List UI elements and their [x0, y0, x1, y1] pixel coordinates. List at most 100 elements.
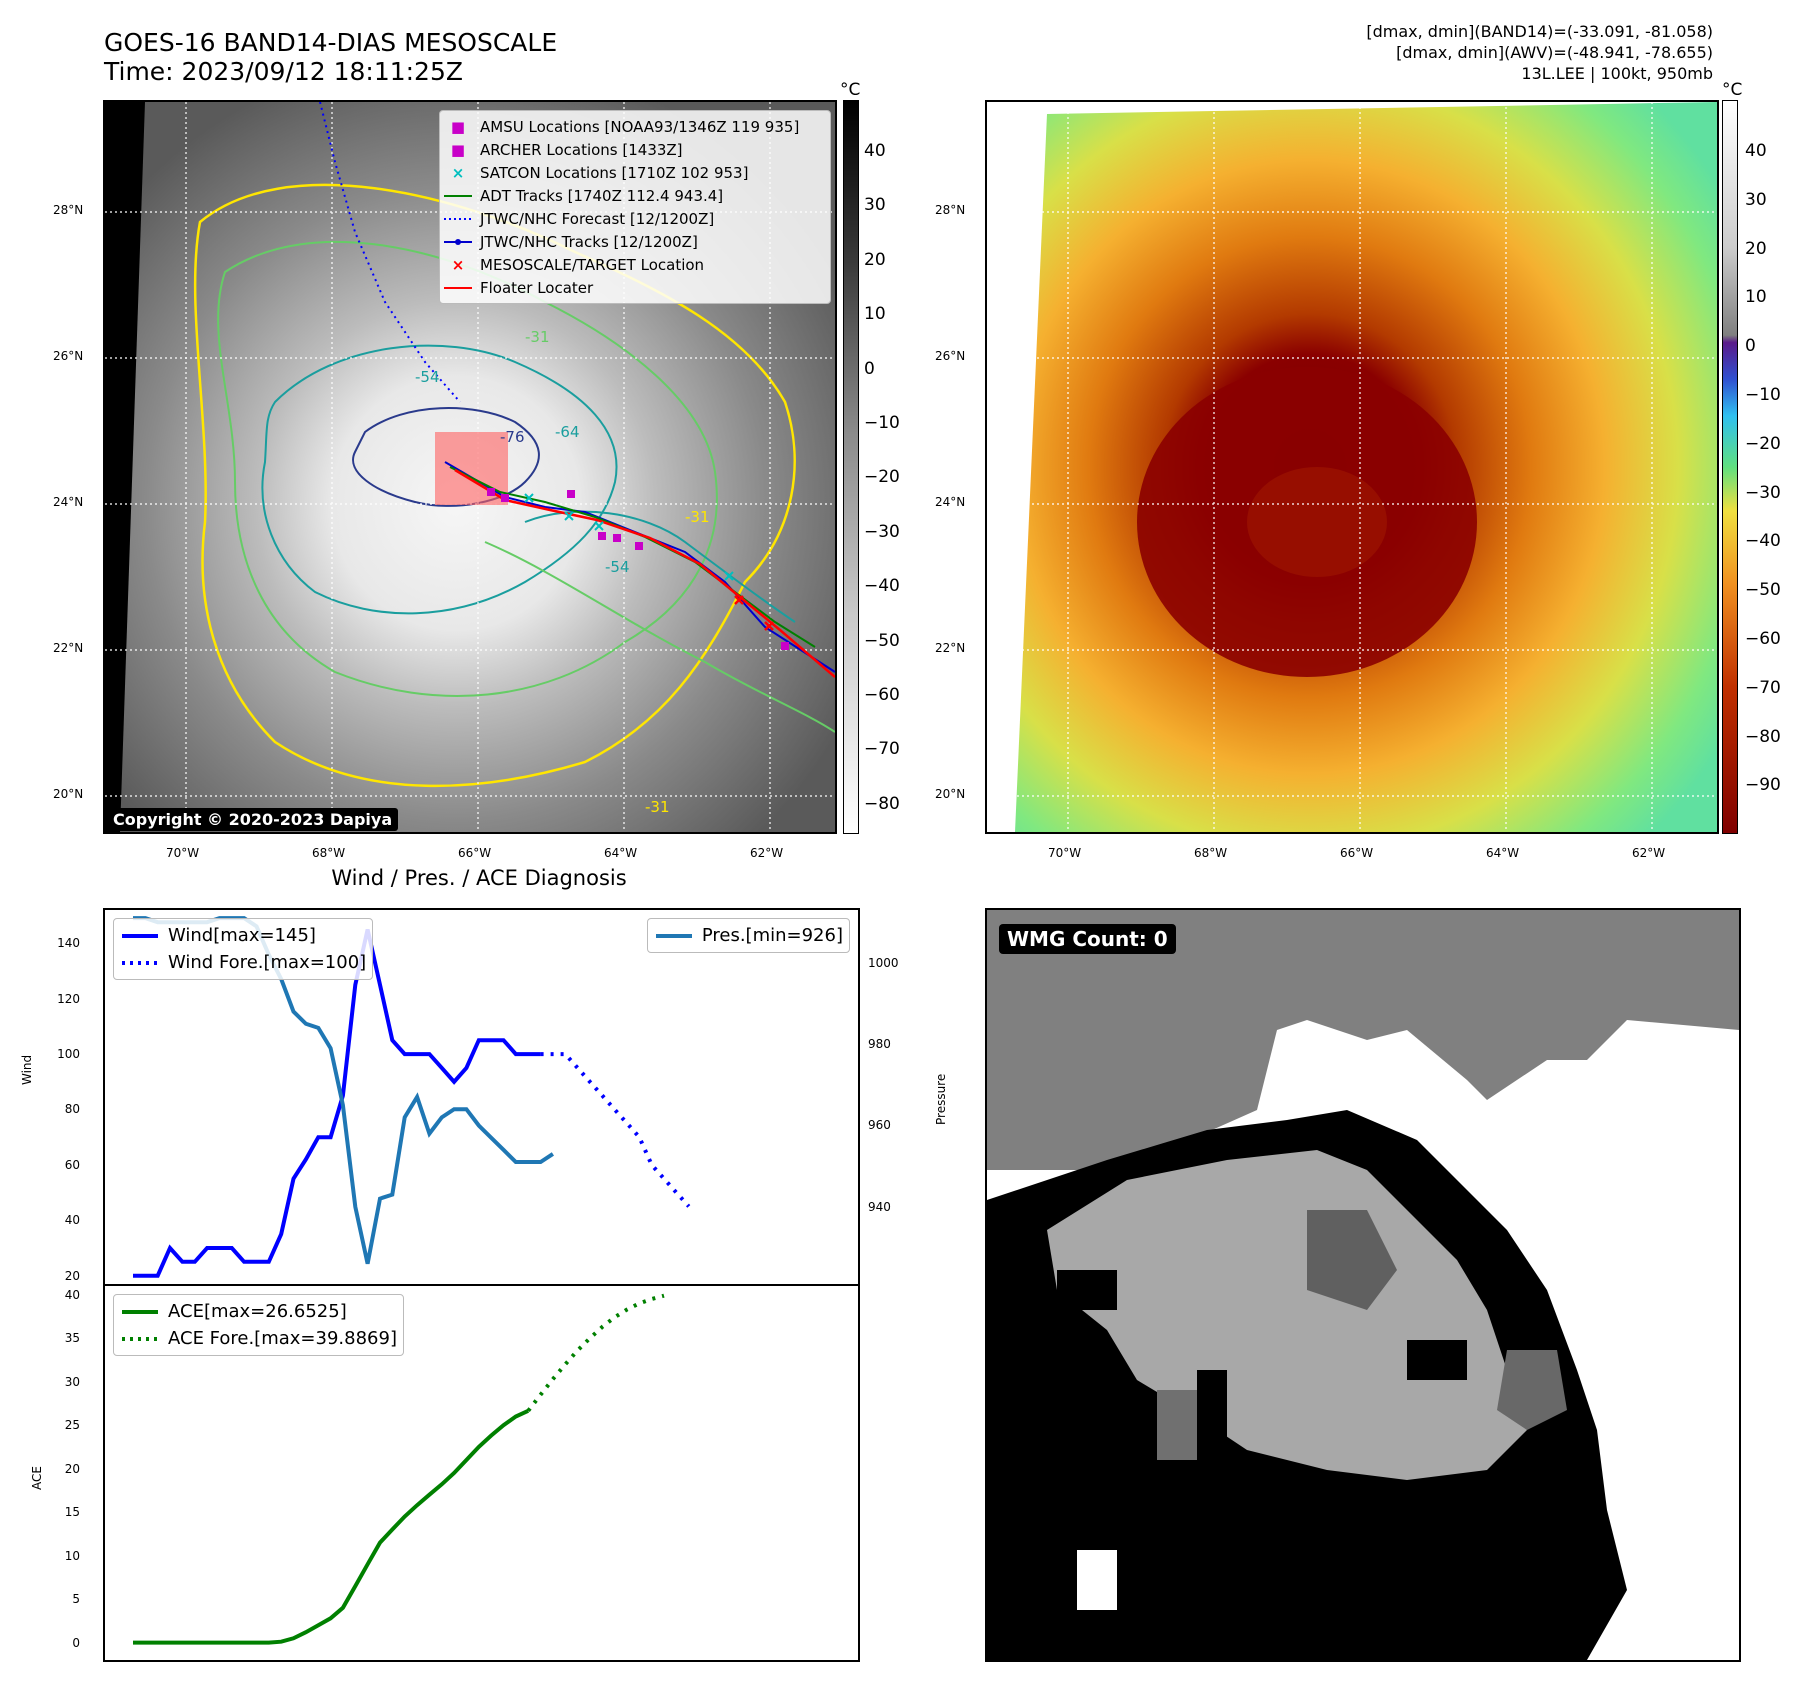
stats-band14: [dmax, dmin](BAND14)=(-33.091, -81.058)	[1366, 22, 1713, 41]
y-tick-label: 15	[64, 1505, 80, 1520]
series-line-0	[133, 928, 541, 1278]
lon-tick-label: 70°W	[1048, 846, 1082, 860]
map-legend-label: MESOSCALE/TARGET Location	[480, 255, 705, 274]
colorbar-tick-label: −50	[1745, 580, 1781, 601]
map-legend-label: ARCHER Locations [1433Z]	[480, 140, 683, 159]
lat-tick-label: 20°N	[53, 787, 84, 801]
map-legend-label: SATCON Locations [1710Z 102 953]	[480, 163, 749, 182]
map-legend-symbol	[440, 210, 476, 228]
colorbar-tick-label: −10	[1745, 385, 1781, 405]
copyright-badge: Copyright © 2020-2023 Dapiya	[107, 808, 399, 831]
map-legend-item: Floater Locater	[440, 276, 830, 299]
wind-legend-swatch	[122, 933, 158, 938]
lon-tick-label: 66°W	[1340, 846, 1374, 860]
lat-tick-label: 22°N	[53, 641, 84, 655]
colorbar-right	[1722, 100, 1738, 834]
series-line-0	[133, 1408, 530, 1645]
colorbar-tick-label: −10	[864, 413, 900, 433]
pressure-legend-label: Pres.[min=926]	[701, 925, 843, 946]
product-title: GOES-16 BAND14-DIAS MESOSCALE	[104, 28, 558, 57]
wind-fore-legend-swatch	[122, 960, 158, 965]
ace-axis-label: ACE	[30, 1466, 44, 1490]
ace-fore-legend-label: ACE Fore.[max=39.8869]	[168, 1328, 397, 1349]
lon-tick-label: 70°W	[166, 846, 200, 860]
y-tick-label: 20	[64, 1268, 80, 1283]
y-tick-label: 120	[57, 991, 80, 1006]
ir-map-panel: -31 -54 -64 -76 -54 -31 -31 ■ AMSU Locati…	[103, 100, 837, 834]
map-legend-label: JTWC/NHC Forecast [12/1200Z]	[480, 209, 715, 228]
colorbar-tick-label: −80	[864, 793, 900, 814]
mesoscale-target-box	[435, 432, 508, 505]
colorbar-tick-label: −30	[864, 521, 900, 542]
awv-map-image	[987, 102, 1717, 832]
ace-fore-legend-swatch	[122, 1336, 158, 1341]
pressure-axis-label: Pressure	[934, 1073, 948, 1125]
colorbar-tick-label: −70	[1745, 677, 1781, 698]
y-tick-label: 25	[64, 1418, 80, 1433]
map-legend-label: JTWC/NHC Tracks [12/1200Z]	[480, 232, 698, 251]
map-legend-label: AMSU Locations [NOAA93/1346Z 119 935]	[480, 117, 800, 136]
colorbar-tick-label: −40	[864, 576, 900, 597]
contour-label: -54	[415, 368, 440, 386]
contour-label: -31	[645, 798, 670, 816]
contour-label: -31	[685, 508, 710, 526]
colorbar-tick-label: 10	[1745, 287, 1767, 308]
map-legend-symbol	[440, 233, 476, 251]
awv-gridlines	[987, 102, 1717, 832]
lon-tick-label: 62°W	[750, 846, 784, 860]
colorbar-tick-label: 0	[864, 358, 875, 379]
lat-tick-label: 28°N	[53, 203, 84, 217]
wmg-count-badge: WMG Count: 0	[999, 924, 1176, 954]
map-legend-item: ■ AMSU Locations [NOAA93/1346Z 119 935]	[440, 115, 830, 138]
wind-fore-legend-label: Wind Fore.[max=100]	[168, 952, 367, 973]
colorbar-tick-label: −80	[1745, 726, 1781, 747]
archer-markers	[487, 488, 789, 650]
colorbar-tick-label: −90	[1745, 775, 1781, 796]
lon-tick-label: 62°W	[1632, 846, 1666, 860]
series-line-1	[540, 1052, 691, 1208]
ace-legend-label: ACE[max=26.6525]	[168, 1301, 347, 1322]
contour-teal	[261, 344, 618, 615]
lon-tick-label: 64°W	[604, 846, 638, 860]
y-tick-label: 30	[64, 1374, 80, 1389]
y-tick-label: 140	[57, 936, 80, 951]
y-tick-label: 40	[64, 1213, 80, 1228]
wind-legend: Wind[max=145] Wind Fore.[max=100]	[113, 918, 374, 980]
map-legend-item: JTWC/NHC Forecast [12/1200Z]	[440, 207, 830, 230]
contour-label: -76	[500, 428, 525, 446]
map-legend-symbol: ■	[450, 140, 466, 159]
pressure-legend-swatch	[655, 933, 692, 938]
y-tick-label: 100	[57, 1047, 80, 1062]
wmg-panel: WMG Count: 0	[985, 908, 1741, 1662]
awv-map-panel	[985, 100, 1719, 834]
colorbar-tick-label: −60	[864, 685, 900, 705]
lat-tick-label: 24°N	[935, 495, 966, 509]
contour-navy	[352, 407, 540, 507]
lon-tick-label: 68°W	[1194, 846, 1228, 860]
lat-tick-label: 28°N	[935, 203, 966, 217]
stats-awv: [dmax, dmin](AWV)=(-48.941, -78.655)	[1396, 43, 1713, 62]
map-legend-item: JTWC/NHC Tracks [12/1200Z]	[440, 230, 830, 253]
map-legend-item: × MESOSCALE/TARGET Location	[440, 253, 830, 276]
colorbar-tick-label: 40	[864, 141, 886, 161]
colorbar-tick-label: 30	[1745, 189, 1767, 210]
lat-tick-label: 22°N	[935, 641, 966, 655]
y-tick-label: 35	[64, 1331, 80, 1346]
lon-tick-label: 66°W	[458, 846, 492, 860]
lat-tick-label: 26°N	[53, 349, 84, 363]
pressure-legend: Pres.[min=926]	[646, 918, 850, 953]
map-legend-symbol: ■	[450, 117, 466, 136]
colorbar-tick-label: 20	[864, 249, 886, 270]
diagnosis-title: Wind / Pres. / ACE Diagnosis	[331, 866, 627, 890]
map-legend-item: ■ ARCHER Locations [1433Z]	[440, 138, 830, 161]
timestamp: Time: 2023/09/12 18:11:25Z	[104, 57, 463, 86]
colorbar-tick-label: 0	[1745, 336, 1756, 357]
colorbar-tick-label: −70	[864, 739, 900, 760]
colorbar-tick-label: −30	[1745, 482, 1781, 503]
colorbar-tick-label: 30	[864, 195, 886, 216]
storm-info: 13L.LEE | 100kt, 950mb	[1521, 64, 1713, 83]
y-tick-label: 5	[72, 1592, 80, 1607]
colorbar-tick-label: −50	[864, 630, 900, 651]
contour-label: -64	[555, 423, 580, 441]
colorbar-tick-label: 40	[1745, 141, 1767, 161]
